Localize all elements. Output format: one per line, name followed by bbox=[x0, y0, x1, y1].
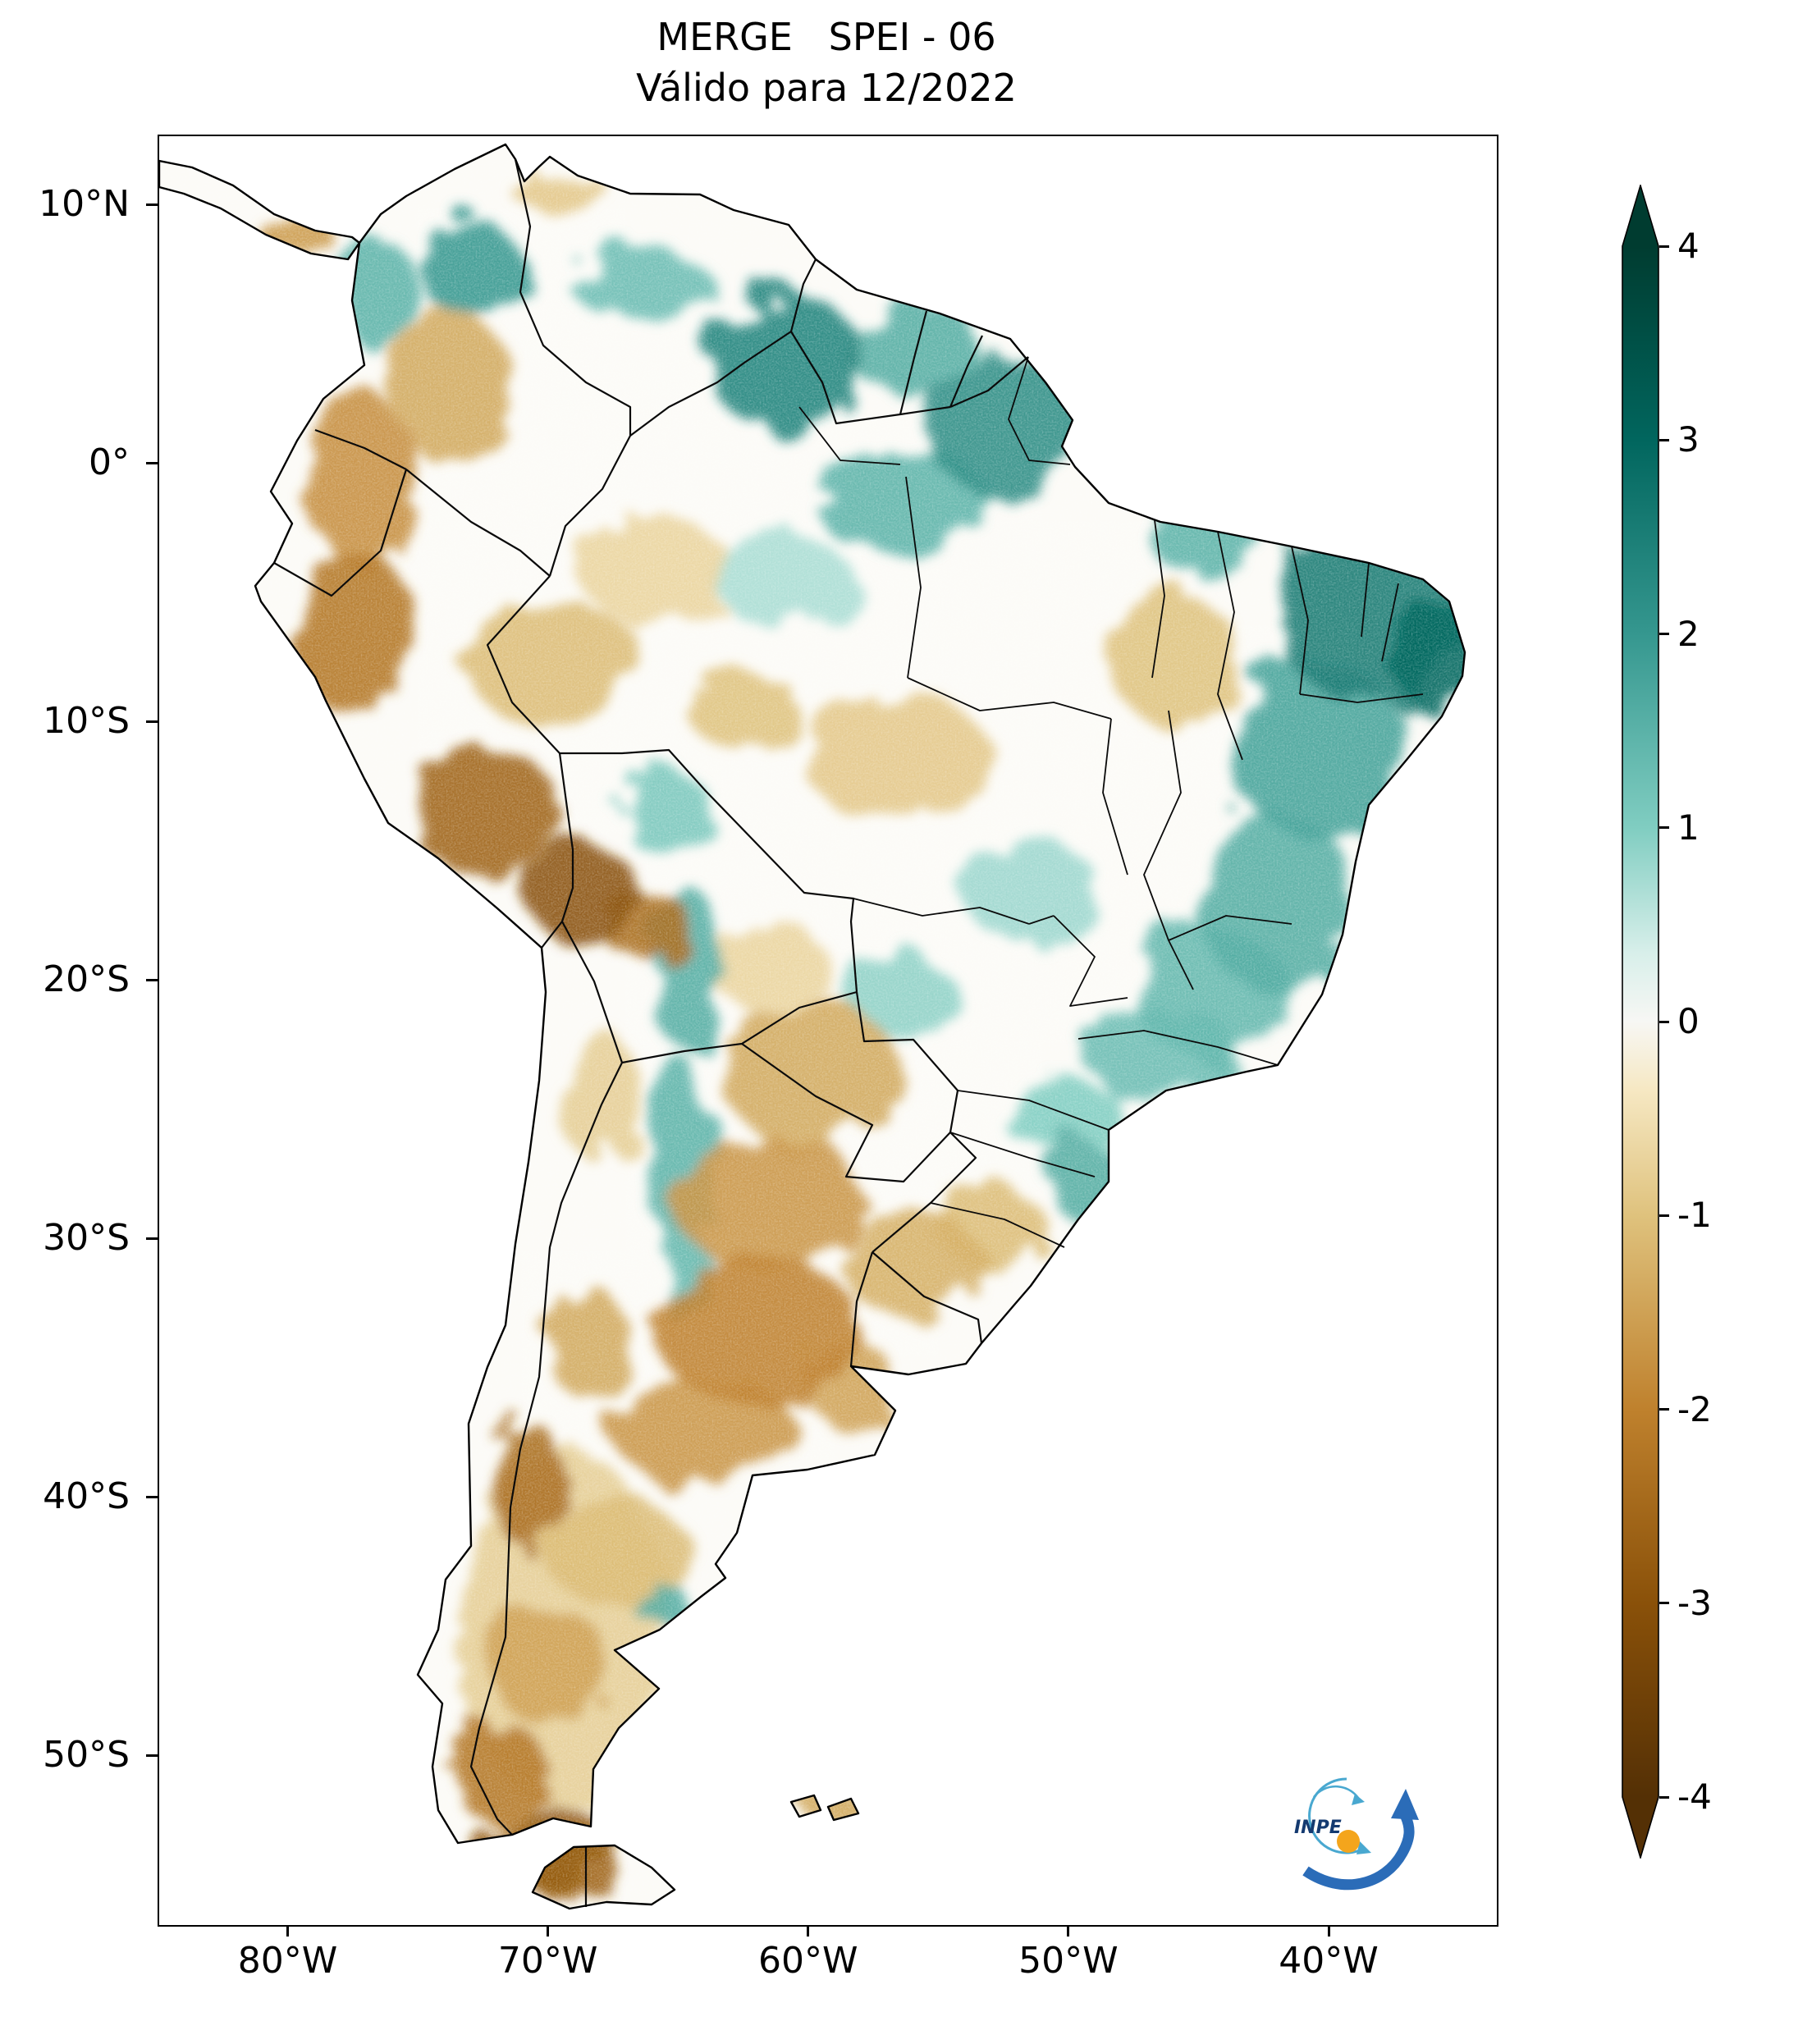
coastline bbox=[159, 143, 1466, 1910]
colorbar-tick-mark bbox=[1659, 633, 1669, 635]
colorbar-gradient bbox=[1622, 185, 1659, 1859]
y-axis-tick-mark bbox=[146, 1754, 158, 1757]
x-axis-tick-mark bbox=[547, 1925, 550, 1937]
logo-label: INPE bbox=[1294, 1818, 1342, 1838]
y-axis-tick-mark bbox=[146, 978, 158, 981]
colorbar-tick-label: -3 bbox=[1677, 1582, 1712, 1623]
colorbar-tick-label: 0 bbox=[1677, 1001, 1700, 1041]
x-axis-tick-label: 80°W bbox=[237, 1940, 338, 1982]
x-axis-tick-mark bbox=[1067, 1925, 1070, 1937]
y-axis-tick-label: 50°S bbox=[43, 1734, 130, 1776]
y-axis-tick-label: 40°S bbox=[43, 1475, 130, 1518]
colorbar-tick-label: -1 bbox=[1677, 1195, 1712, 1236]
south-america-map bbox=[159, 143, 1466, 1910]
x-axis-tick-label: 70°W bbox=[497, 1940, 598, 1982]
colorbar-tick-mark bbox=[1659, 245, 1669, 248]
y-axis-tick-mark bbox=[146, 203, 158, 206]
logo-orange-ball-icon bbox=[1337, 1830, 1360, 1853]
y-axis-tick-label: 0° bbox=[89, 441, 130, 484]
y-axis-tick-mark bbox=[146, 461, 158, 464]
logo-swirl-icon bbox=[1308, 1777, 1366, 1854]
colorbar-tick-label: 4 bbox=[1677, 226, 1700, 266]
x-axis-tick-label: 60°W bbox=[758, 1940, 858, 1982]
y-axis-tick-label: 20°S bbox=[43, 958, 130, 1001]
colorbar-tick-mark bbox=[1659, 1602, 1669, 1605]
colorbar-tick-label: 2 bbox=[1677, 613, 1700, 654]
y-axis-tick-mark bbox=[146, 720, 158, 723]
colorbar-tick-mark bbox=[1659, 1795, 1669, 1799]
colorbar-tick-label: -4 bbox=[1677, 1776, 1712, 1817]
speckle-overlay bbox=[159, 144, 1465, 1909]
colorbar-tick-mark bbox=[1659, 1214, 1669, 1217]
chart-subtitle: Válido para 12/2022 bbox=[636, 66, 1017, 110]
y-axis-tick-mark bbox=[146, 1495, 158, 1498]
colorbar-tick-mark bbox=[1659, 1020, 1669, 1023]
inpe-logo: INPE bbox=[1294, 1777, 1419, 1891]
x-axis-tick-mark bbox=[286, 1925, 290, 1937]
colorbar-tick-mark bbox=[1659, 1408, 1669, 1411]
logo-blue-arrow-icon bbox=[1302, 1814, 1415, 1891]
y-axis-tick-label: 10°N bbox=[39, 183, 130, 226]
x-axis-tick-label: 50°W bbox=[1018, 1940, 1119, 1982]
y-axis-tick-label: 30°S bbox=[43, 1217, 130, 1260]
y-axis-tick-mark bbox=[146, 1237, 158, 1240]
colorbar-tick-mark bbox=[1659, 826, 1669, 830]
logo-swirl-arrowhead-icon bbox=[1357, 1841, 1371, 1854]
logo-inner-arrowhead-icon bbox=[1352, 1794, 1365, 1805]
colorbar-tick-label: 1 bbox=[1677, 807, 1700, 848]
x-axis-tick-mark bbox=[807, 1925, 810, 1937]
colorbar bbox=[1622, 185, 1659, 1859]
colorbar-tick-label: -2 bbox=[1677, 1388, 1712, 1429]
x-axis-tick-label: 40°W bbox=[1279, 1940, 1379, 1982]
logo-blue-arrowhead-icon bbox=[1391, 1789, 1419, 1820]
y-axis-tick-label: 10°S bbox=[43, 700, 130, 743]
x-axis-tick-mark bbox=[1327, 1925, 1330, 1937]
state-borders bbox=[798, 356, 1424, 1248]
colorbar-tick-mark bbox=[1659, 438, 1669, 441]
country-borders bbox=[273, 158, 1029, 1907]
map-plot-area bbox=[158, 135, 1498, 1927]
chart-title: MERGE SPEI - 06 bbox=[657, 15, 996, 59]
colorbar-tick-label: 3 bbox=[1677, 419, 1700, 460]
